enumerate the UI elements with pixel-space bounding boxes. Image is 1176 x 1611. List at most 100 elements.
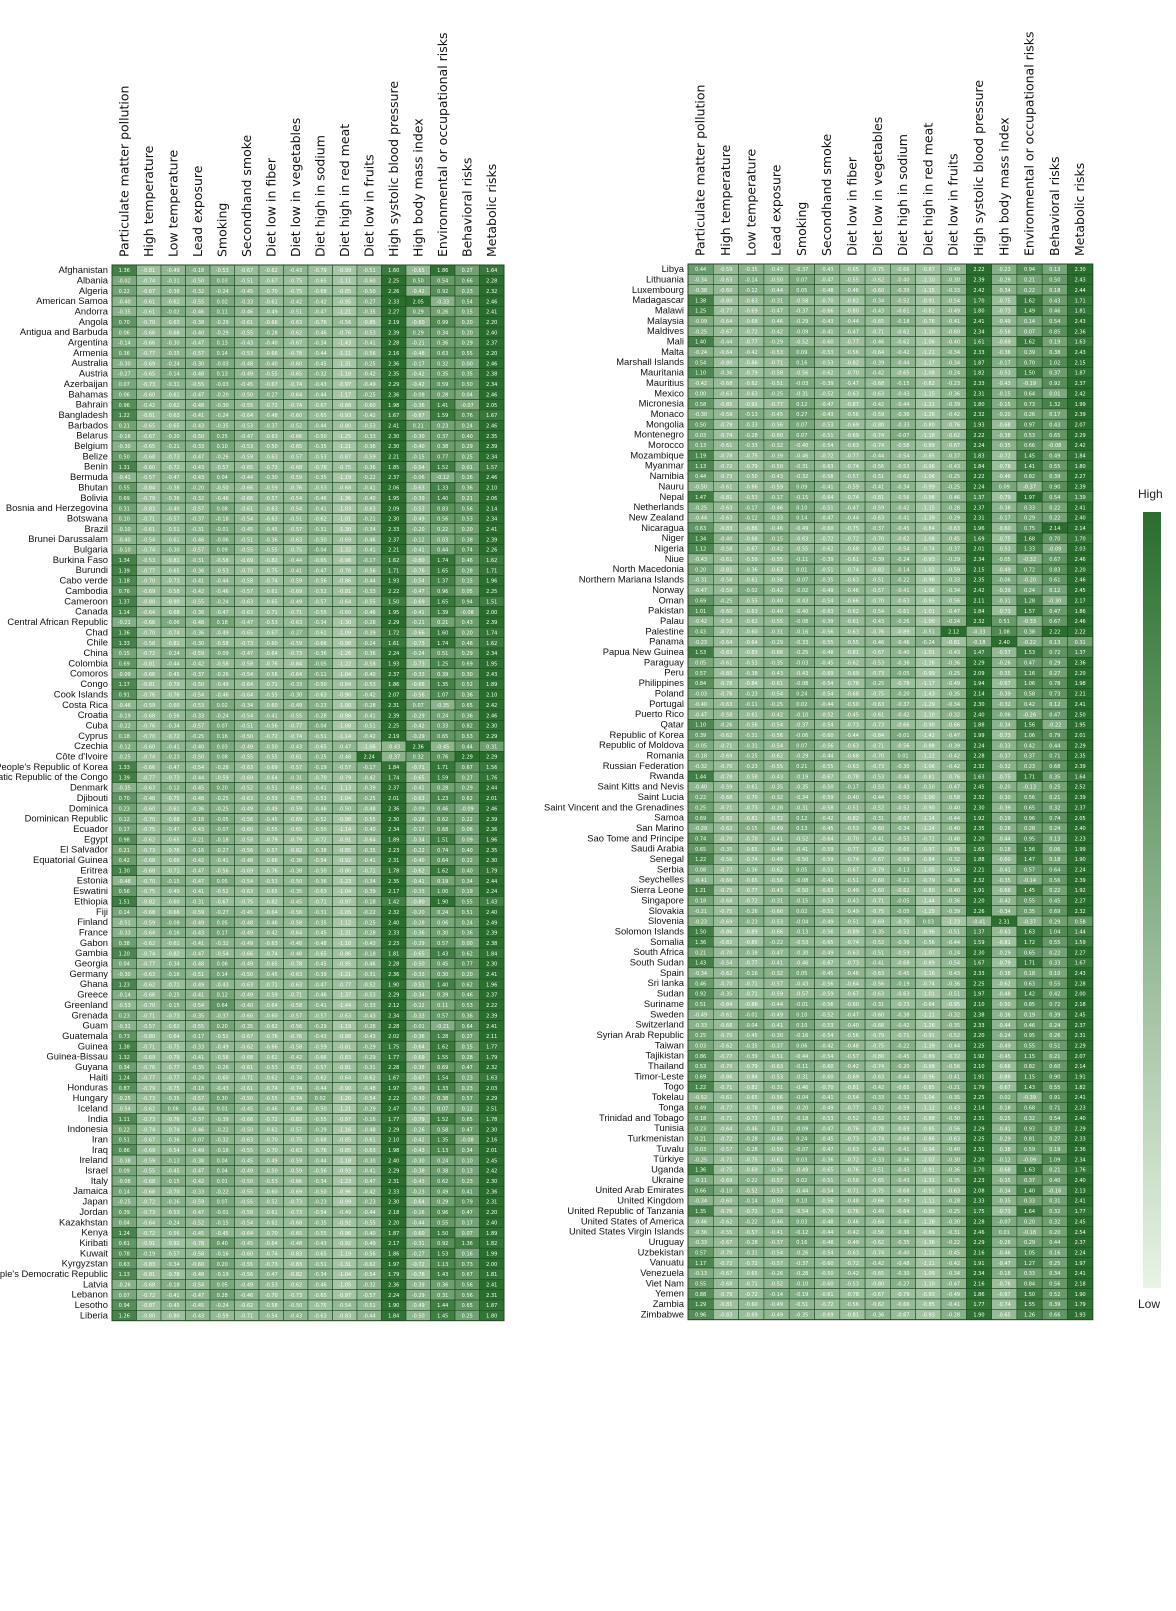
cell-value-label: -0.69	[289, 589, 302, 595]
cell-value-label: -0.34	[412, 837, 425, 843]
cell-value-label: -0.58	[719, 619, 732, 625]
cell-value-label: -0.48	[191, 620, 204, 626]
row-label: Bolivia	[80, 492, 108, 503]
cell-value-label: 1.47	[973, 650, 984, 656]
cell-value-label: -0.11	[745, 702, 758, 708]
cell-value-label: -0.36	[363, 465, 376, 471]
cell-value-label: -0.76	[167, 848, 180, 854]
cell-value-label: -0.64	[265, 1003, 278, 1009]
cell-value-label: -1.26	[922, 661, 935, 667]
cell-value-label: 1.70	[973, 298, 984, 304]
cell-value-label: 1.39	[119, 775, 130, 781]
cell-value-label: -0.67	[240, 268, 253, 274]
cell-value-label: 1.77	[486, 1044, 497, 1050]
cell-value-label: -0.86	[745, 360, 758, 366]
cell-value-label: -0.85	[922, 454, 935, 460]
cell-value-label: -0.32	[363, 1283, 376, 1289]
cell-value-label: 2.37	[388, 672, 399, 678]
cell-value-label: -0.53	[363, 682, 376, 688]
cell-value-label: 0.20	[462, 330, 473, 336]
cell-value-label: -0.76	[922, 319, 935, 325]
cell-value-label: 0.22	[462, 858, 473, 864]
cell-value-label: -0.59	[142, 703, 155, 709]
cell-value-label: -0.59	[745, 557, 758, 563]
cell-value-label: 1.24	[119, 1076, 130, 1082]
cell-value-label: -0.61	[240, 1086, 253, 1092]
cell-value-label: 2.20	[1075, 671, 1086, 677]
cell-value-label: -0.92	[167, 1241, 180, 1247]
cell-value-label: -0.34	[694, 278, 707, 284]
cell-value-label: -0.43	[216, 982, 229, 988]
cell-value-label: -0.53	[314, 455, 327, 461]
cell-value-label: -0.24	[216, 413, 229, 419]
cell-value-label: -0.40	[363, 827, 376, 833]
cell-value-label: -0.46	[191, 537, 204, 543]
cell-value-label: -0.65	[142, 423, 155, 429]
cell-value-label: 2.22	[1049, 629, 1060, 635]
cell-value-label: -0.47	[216, 610, 229, 616]
cell-value-label: -0.62	[846, 609, 859, 615]
cell-value-label: 0.41	[462, 1189, 473, 1195]
cell-value-label: -0.75	[998, 298, 1011, 304]
row-label: Czechia	[74, 740, 109, 751]
cell-value-label: -0.18	[191, 1086, 204, 1092]
cell-value-label: -0.48	[363, 1086, 376, 1092]
cell-value-label: -0.74	[846, 567, 859, 573]
cell-value-label: -0.18	[167, 1283, 180, 1289]
cell-value-label: -0.63	[289, 620, 302, 626]
cell-value-label: -0.47	[191, 879, 204, 885]
cell-value-label: -0.63	[846, 443, 859, 449]
cell-value-label: -0.55	[240, 1262, 253, 1268]
cell-value-label: -0.35	[314, 444, 327, 450]
cell-value-label: 0.33	[437, 724, 448, 730]
cell-value-label: 0.15	[462, 579, 473, 585]
cell-value-label: -0.01	[216, 1210, 229, 1216]
cell-value-label: -0.53	[412, 506, 425, 512]
cell-value-label: 0.58	[1024, 692, 1035, 698]
cell-value-label: -0.71	[412, 765, 425, 771]
cell-value-label: 0.04	[217, 1158, 228, 1164]
cell-value-label: 0.47	[1024, 661, 1035, 667]
cell-value-label: -0.37	[191, 1117, 204, 1123]
cell-value-label: 2.35	[486, 848, 497, 854]
cell-value-label: -0.33	[118, 931, 131, 937]
cell-value-label: -1.21	[338, 310, 351, 316]
row-label: Mali	[667, 336, 684, 347]
cell-value-label: 0.23	[119, 1013, 130, 1019]
cell-value-label: -0.60	[240, 827, 253, 833]
cell-value-label: -0.41	[265, 713, 278, 719]
cell-value-label: -0.82	[871, 567, 884, 573]
cell-value-label: -0.35	[314, 475, 327, 481]
cell-value-label: -0.44	[314, 423, 327, 429]
cell-value-label: 2.31	[388, 703, 399, 709]
cell-value-label: -0.53	[745, 661, 758, 667]
cell-value-label: -0.64	[821, 495, 834, 501]
cell-value-label: 1.17	[119, 682, 130, 688]
cell-value-label: -0.05	[314, 662, 327, 668]
cell-value-label: -0.71	[142, 1044, 155, 1050]
cell-value-label: -0.79	[265, 837, 278, 843]
cell-value-label: 1.12	[695, 547, 706, 553]
cell-value-label: -0.44	[314, 351, 327, 357]
cell-value-label: 0.20	[217, 1262, 228, 1268]
cell-value-label: -0.31	[289, 775, 302, 781]
cell-value-label: -0.54	[191, 765, 204, 771]
cell-value-label: -0.31	[745, 733, 758, 739]
cell-value-label: -0.02	[795, 588, 808, 594]
cell-value-label: 0.54	[1049, 495, 1060, 501]
cell-value-label: -0.58	[363, 662, 376, 668]
cell-value-label: 0.06	[119, 392, 130, 398]
cell-value-label: -1.31	[338, 931, 351, 937]
cell-value-label: -0.79	[167, 682, 180, 688]
cell-value-label: -0.62	[265, 1055, 278, 1061]
cell-value-label: -0.38	[998, 505, 1011, 511]
cell-value-label: -0.71	[314, 900, 327, 906]
cell-value-label: 0.38	[437, 1096, 448, 1102]
cell-value-label: 2.11	[973, 598, 984, 604]
cell-value-label: 0.21	[1024, 278, 1035, 284]
cell-value-label: -0.54	[289, 506, 302, 512]
cell-value-label: 0.01	[796, 567, 807, 573]
cell-value-label: -0.89	[922, 443, 935, 449]
cell-value-label: -0.63	[289, 1148, 302, 1154]
cell-value-label: 2.34	[973, 329, 984, 335]
